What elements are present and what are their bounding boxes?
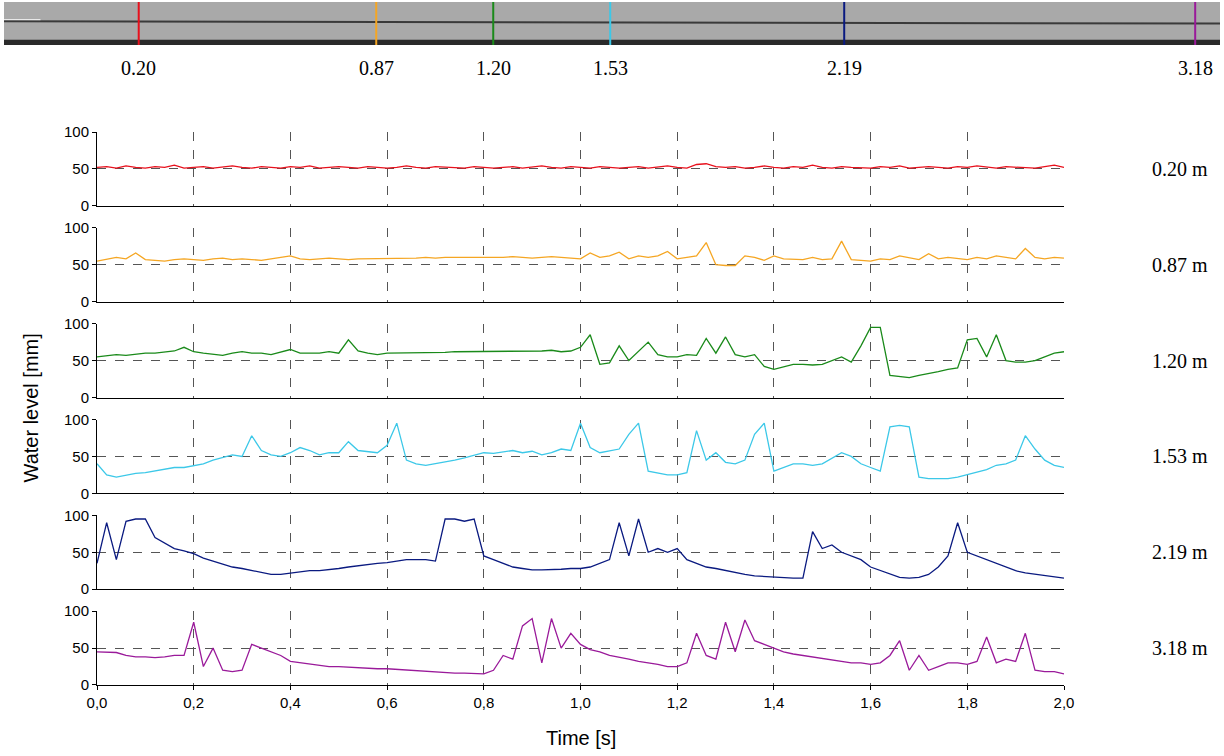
svg-text:Time [s]: Time [s] (546, 727, 616, 749)
svg-text:100: 100 (64, 602, 89, 619)
svg-text:3.18: 3.18 (1178, 57, 1213, 79)
svg-text:50: 50 (72, 160, 89, 177)
svg-text:1,8: 1,8 (957, 694, 978, 711)
svg-text:2,0: 2,0 (1054, 694, 1075, 711)
svg-text:1,4: 1,4 (763, 694, 784, 711)
svg-text:100: 100 (64, 411, 89, 428)
svg-text:50: 50 (72, 256, 89, 273)
svg-text:1.53 m: 1.53 m (1152, 445, 1208, 467)
svg-text:0,2: 0,2 (183, 694, 204, 711)
svg-text:100: 100 (64, 219, 89, 236)
svg-text:0: 0 (81, 293, 89, 310)
svg-text:50: 50 (72, 639, 89, 656)
svg-text:50: 50 (72, 448, 89, 465)
svg-text:0,8: 0,8 (473, 694, 494, 711)
svg-text:0,0: 0,0 (87, 694, 108, 711)
svg-text:0: 0 (81, 389, 89, 406)
svg-text:0,6: 0,6 (377, 694, 398, 711)
svg-text:3.18 m: 3.18 m (1152, 637, 1208, 659)
svg-text:0.20: 0.20 (121, 57, 156, 79)
svg-text:0: 0 (81, 197, 89, 214)
svg-text:50: 50 (72, 352, 89, 369)
svg-text:0.87 m: 0.87 m (1152, 254, 1208, 276)
svg-text:1.20: 1.20 (476, 57, 511, 79)
svg-text:2.19: 2.19 (827, 57, 862, 79)
svg-text:1,6: 1,6 (860, 694, 881, 711)
svg-text:100: 100 (64, 123, 89, 140)
svg-text:0: 0 (81, 580, 89, 597)
svg-text:50: 50 (72, 544, 89, 561)
svg-text:Water level [mm]: Water level [mm] (20, 333, 42, 482)
svg-text:1.20 m: 1.20 m (1152, 350, 1208, 372)
svg-text:0: 0 (81, 676, 89, 693)
svg-text:0.20 m: 0.20 m (1152, 158, 1208, 180)
svg-text:1.53: 1.53 (593, 57, 628, 79)
svg-text:100: 100 (64, 507, 89, 524)
svg-text:100: 100 (64, 315, 89, 332)
svg-text:1,0: 1,0 (570, 694, 591, 711)
svg-text:0: 0 (81, 485, 89, 502)
svg-text:0.87: 0.87 (359, 57, 394, 79)
svg-text:0,4: 0,4 (280, 694, 301, 711)
svg-text:1,2: 1,2 (667, 694, 688, 711)
svg-text:2.19 m: 2.19 m (1152, 541, 1208, 563)
